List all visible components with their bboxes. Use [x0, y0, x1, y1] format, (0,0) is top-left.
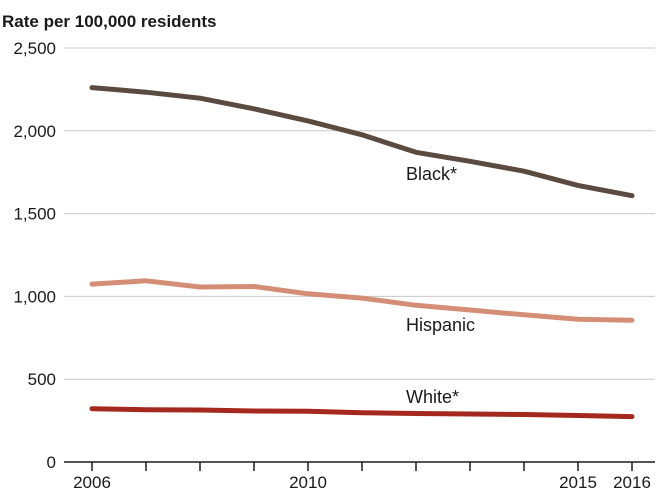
- series-labels: Black* Hispanic White*: [406, 164, 475, 407]
- x-tick-label: 2015: [559, 473, 597, 491]
- y-tick-label: 500: [28, 370, 56, 389]
- series-line-black: [89, 85, 635, 199]
- series-label: Hispanic: [406, 315, 475, 335]
- series-group: [89, 85, 635, 420]
- y-tick-label: 2,000: [13, 122, 56, 141]
- y-tick-label: 1,500: [13, 205, 56, 224]
- y-axis-title: Rate per 100,000 residents: [2, 12, 217, 31]
- series-label: White*: [406, 387, 459, 407]
- x-axis: 2006 2010 2015 2016: [64, 461, 655, 491]
- x-tick-label: 2006: [73, 473, 111, 491]
- y-tick-label: 0: [47, 453, 56, 472]
- y-tick-label: 1,000: [13, 287, 56, 306]
- x-tick-label: 2016: [613, 473, 651, 491]
- x-tick-label: 2010: [289, 473, 327, 491]
- y-tick-label: 2,500: [13, 39, 56, 58]
- series-label: Black*: [406, 164, 457, 184]
- series-line-hispanic: [89, 278, 635, 323]
- y-axis-labels: 0 500 1,000 1,500 2,000 2,500: [13, 39, 56, 472]
- grid: [64, 47, 655, 380]
